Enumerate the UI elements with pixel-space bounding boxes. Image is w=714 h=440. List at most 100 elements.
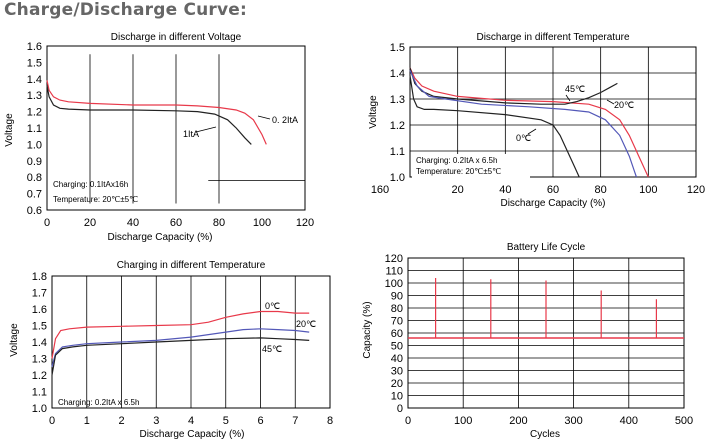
c4-xtick-label: 500	[675, 415, 693, 427]
c2-series-line-0	[409, 67, 649, 178]
c2-ytick-label: 1.3	[390, 94, 405, 106]
c3-ytick-label: 1.7	[32, 288, 47, 300]
c2-label-leader	[527, 128, 537, 135]
c2-series-label: 0℃	[516, 133, 531, 143]
c3-series-line-1	[51, 328, 310, 367]
c4-frame	[407, 257, 685, 409]
c3-ytick-label: 1.0	[32, 403, 47, 415]
c1-title: Discharge in different Voltage	[111, 32, 242, 43]
c2-series-label: 45℃	[565, 84, 585, 94]
c2-ytick-label: 1.0	[390, 172, 405, 184]
c3-xtick-label: 0	[49, 415, 55, 427]
c1-ytick-label: 1.0	[27, 139, 42, 151]
c4-ytick-label: 10	[391, 391, 403, 403]
c4-title: Battery Life Cycle	[507, 242, 586, 253]
c4-ytick-label: 40	[391, 353, 403, 365]
c3-ytick-label: 1.2	[32, 370, 47, 382]
c1-xtick-label: 100	[253, 217, 271, 229]
c3-y-axis-label: Voltage	[9, 323, 20, 357]
c3-xtick-label: 1	[84, 415, 90, 427]
c3-ytick-label: 1.6	[32, 304, 47, 316]
c4-ytick-label: 80	[391, 303, 403, 315]
c4-xtick-label: 300	[564, 415, 582, 427]
c3-xtick-label: 6	[257, 415, 263, 427]
c1-ytick-label: 0.7	[27, 189, 42, 201]
c3-xtick-label: 3	[153, 415, 159, 427]
c1-ytick-label: 0.6	[27, 205, 42, 217]
c3-series-line-0	[51, 310, 310, 359]
c1-label-leader	[195, 126, 217, 133]
c1-series-label: 0. 2ItA	[272, 115, 298, 125]
c2-y-axis-label: Voltage	[368, 95, 379, 129]
c4-x-axis-label: Cycles	[530, 429, 560, 440]
c4-ytick-label: 70	[391, 316, 403, 328]
c3-xtick-label: 8	[327, 415, 333, 427]
c3-x-axis-label: Discharge Capacity (%)	[139, 429, 244, 440]
c1-series-label: 1ItA	[183, 129, 199, 139]
c1-ytick-label: 0.8	[27, 172, 42, 184]
c2-xtick-label: 160	[371, 184, 389, 196]
c2-xtick-label: 120	[687, 184, 705, 196]
c3-series-line-2	[51, 337, 310, 376]
c1-annotation: Charging: 0.1ItAx16h	[53, 180, 128, 189]
c1-x-axis-label: Discharge Capacity (%)	[107, 232, 212, 243]
c2-xtick-label: 100	[639, 184, 657, 196]
c2-series-line-3	[409, 75, 580, 178]
c1-ytick-label: 1.6	[27, 41, 42, 53]
c4-ytick-label: 50	[391, 341, 403, 353]
c1-xtick-label: 0	[44, 217, 50, 229]
c4-y-axis-label: Capacity (%)	[362, 301, 373, 358]
c4-ytick-label: 100	[385, 278, 403, 290]
c1-ytick-label: 1.5	[27, 57, 42, 69]
c4-ytick-label: 30	[391, 366, 403, 378]
c4-ytick-label: 20	[391, 378, 403, 390]
c2-ytick-label: 1.2	[390, 120, 405, 132]
c3-annotation: Charging: 0.2ItA x 6.5h	[58, 398, 139, 407]
c2-frame	[409, 46, 697, 178]
c4-ytick-label: 120	[385, 253, 403, 265]
c4-xtick-label: 200	[509, 415, 527, 427]
c1-ytick-label: 1.4	[27, 74, 42, 86]
c3-xtick-label: 2	[118, 415, 124, 427]
c2-series-line-1	[409, 67, 618, 105]
c3-series-label: 45℃	[262, 344, 282, 354]
c1-xtick-label: 40	[127, 217, 139, 229]
c2-label-leader	[565, 94, 571, 102]
c3-series-label: 20℃	[296, 319, 316, 329]
c2-xtick-label: 80	[595, 184, 607, 196]
c2-xtick-label: 60	[547, 184, 559, 196]
c2-ytick-label: 1.5	[390, 42, 405, 54]
c1-xtick-label: 60	[170, 217, 182, 229]
c3-xtick-label: 5	[223, 415, 229, 427]
c1-label-leader	[257, 115, 271, 120]
c1-frame	[46, 45, 306, 211]
c1-xtick-label: 80	[213, 217, 225, 229]
c2-title: Discharge in different Temperature	[476, 32, 629, 43]
c3-xtick-label: 4	[188, 415, 194, 427]
c2-xtick-label: 20	[452, 184, 464, 196]
page-title: Charge/Discharge Curve:	[4, 0, 248, 20]
c4-xtick-label: 400	[620, 415, 638, 427]
c1-ytick-label: 1.3	[27, 90, 42, 102]
c3-xtick-label: 7	[292, 415, 298, 427]
c2-series-line-2	[409, 70, 637, 178]
c1-xtick-label: 120	[296, 217, 314, 229]
c4-xtick-label: 100	[454, 415, 472, 427]
c3-title: Charging in different Temperature	[117, 260, 266, 271]
c1-xtick-label: 20	[84, 217, 96, 229]
c2-annotation-bg	[412, 154, 530, 178]
c1-series-line-0	[46, 80, 267, 145]
c1-y-axis-label: Voltage	[4, 113, 15, 147]
c3-ytick-label: 1.8	[32, 271, 47, 283]
c1-annotation: Temperature: 20℃±5℃	[53, 195, 138, 204]
c4-xtick-label: 0	[405, 415, 411, 427]
c3-frame	[51, 275, 331, 409]
c3-ytick-label: 1.1	[32, 387, 47, 399]
c3-ytick-label: 1.4	[32, 337, 47, 349]
c1-ytick-label: 0.9	[27, 156, 42, 168]
c1-ytick-label: 1.1	[27, 123, 42, 135]
c3-ytick-label: 1.3	[32, 354, 47, 366]
c2-label-leader	[606, 99, 615, 105]
c2-annotation: Charging: 0.2ItA x 6.5h	[416, 156, 497, 165]
